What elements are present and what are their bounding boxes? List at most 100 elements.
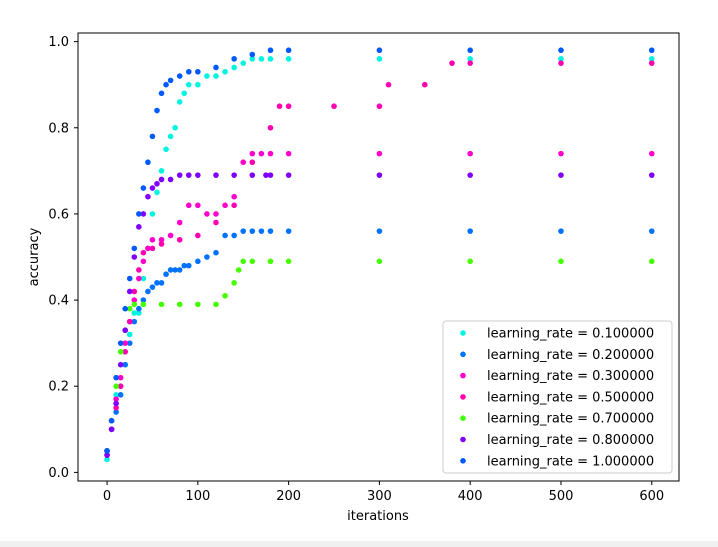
- data-point: [249, 150, 256, 157]
- data-point: [113, 409, 119, 415]
- data-point: [648, 60, 655, 66]
- legend: learning_rate = 0.100000 learning_rate = …: [442, 320, 673, 474]
- data-point: [213, 301, 219, 308]
- data-point: [131, 318, 138, 325]
- data-point: [145, 193, 151, 200]
- data-point: [126, 340, 133, 346]
- data-point: [176, 301, 183, 308]
- data-point: [185, 81, 192, 88]
- y-tick-label: 0.0: [48, 466, 69, 481]
- data-point: [176, 267, 183, 273]
- legend-label: learning_rate = 0.700000: [487, 412, 654, 427]
- data-point: [467, 150, 473, 157]
- data-point: [104, 448, 110, 454]
- data-point: [167, 77, 174, 84]
- data-point: [126, 288, 133, 295]
- data-point: [204, 211, 210, 217]
- data-point: [117, 392, 124, 398]
- x-axis-label: iterations: [347, 509, 409, 524]
- data-point: [195, 68, 201, 75]
- x-tick-label: 0: [103, 489, 111, 504]
- data-point: [231, 232, 237, 239]
- data-point: [167, 267, 174, 273]
- data-point: [213, 219, 219, 226]
- data-point: [126, 331, 133, 338]
- data-point: [467, 172, 473, 178]
- data-point: [648, 47, 655, 54]
- data-point: [149, 133, 156, 140]
- data-point: [176, 219, 183, 226]
- data-point: [285, 258, 292, 265]
- data-point: [213, 249, 219, 256]
- data-point: [222, 68, 228, 75]
- legend-marker: [460, 372, 466, 379]
- data-point: [331, 103, 337, 110]
- data-point: [376, 103, 383, 110]
- data-point: [558, 60, 564, 66]
- data-point: [154, 107, 160, 114]
- data-point: [167, 133, 174, 140]
- data-point: [285, 47, 292, 54]
- data-point: [222, 202, 228, 209]
- data-point: [117, 374, 124, 381]
- legend-marker: [460, 330, 466, 336]
- data-point: [113, 404, 119, 411]
- data-point: [285, 228, 292, 234]
- data-point: [648, 172, 655, 178]
- data-point: [195, 172, 201, 178]
- data-point: [117, 361, 124, 368]
- data-point: [136, 275, 142, 282]
- data-point: [558, 228, 564, 234]
- data-point: [154, 280, 160, 286]
- data-point: [267, 47, 274, 54]
- data-point: [222, 232, 228, 239]
- data-point: [195, 258, 201, 265]
- data-point: [195, 232, 201, 239]
- legend-label: learning_rate = 0.500000: [487, 390, 654, 405]
- data-point: [140, 275, 147, 282]
- y-tick-label: 0.4: [48, 294, 69, 309]
- data-point: [231, 172, 237, 178]
- data-point: [108, 426, 115, 433]
- data-point: [263, 172, 269, 178]
- legend-marker: [460, 458, 466, 464]
- data-point: [249, 228, 256, 234]
- data-point: [140, 297, 147, 303]
- x-tick-label: 500: [549, 489, 574, 504]
- data-point: [285, 56, 292, 62]
- data-point: [149, 185, 156, 191]
- data-point: [136, 267, 142, 273]
- data-point: [140, 249, 147, 256]
- data-point: [376, 172, 383, 178]
- legend-label: learning_rate = 0.200000: [487, 348, 654, 363]
- x-tick-label: 100: [185, 489, 210, 504]
- data-point: [185, 68, 192, 75]
- data-point: [176, 99, 183, 105]
- data-point: [113, 400, 119, 407]
- data-point: [267, 56, 274, 62]
- data-point: [648, 228, 655, 234]
- y-tick-label: 0.8: [48, 121, 69, 136]
- data-point: [131, 297, 138, 303]
- data-point: [140, 301, 147, 308]
- data-point: [145, 159, 151, 166]
- data-point: [163, 146, 169, 153]
- data-point: [149, 284, 156, 290]
- data-point: [158, 236, 165, 243]
- data-point: [558, 150, 564, 157]
- data-point: [149, 211, 156, 217]
- data-point: [167, 176, 174, 183]
- data-point: [231, 202, 237, 209]
- data-point: [267, 124, 274, 131]
- data-point: [113, 396, 119, 402]
- data-point: [240, 228, 247, 234]
- data-point: [131, 288, 138, 295]
- data-point: [158, 90, 165, 97]
- legend-label: learning_rate = 0.100000: [487, 327, 654, 342]
- data-point: [231, 193, 237, 200]
- data-point: [213, 172, 219, 178]
- data-point: [140, 258, 147, 265]
- data-point: [158, 168, 165, 174]
- data-point: [122, 348, 129, 355]
- data-point: [267, 258, 274, 265]
